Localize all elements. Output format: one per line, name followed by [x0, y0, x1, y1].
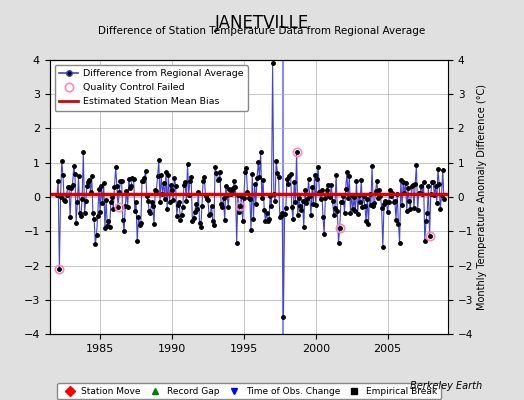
Legend: Station Move, Record Gap, Time of Obs. Change, Empirical Break: Station Move, Record Gap, Time of Obs. C… [57, 383, 441, 399]
Text: JANETVILLE: JANETVILLE [215, 14, 309, 32]
Y-axis label: Monthly Temperature Anomaly Difference (°C): Monthly Temperature Anomaly Difference (… [477, 84, 487, 310]
Text: Difference of Station Temperature Data from Regional Average: Difference of Station Temperature Data f… [99, 26, 425, 36]
Text: Berkeley Earth: Berkeley Earth [410, 381, 482, 391]
